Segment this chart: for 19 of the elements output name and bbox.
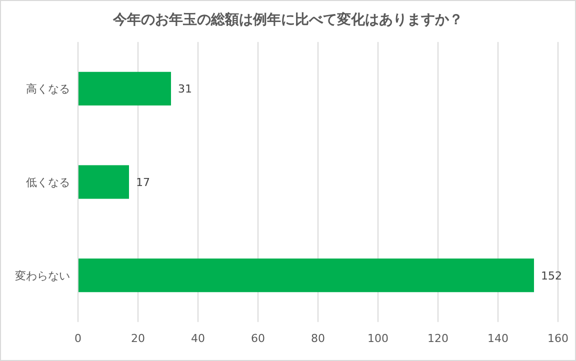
data-label: 31 (178, 82, 192, 96)
x-tick-label: 60 (251, 332, 265, 345)
data-label: 152 (541, 269, 562, 282)
x-tick-label: 140 (488, 332, 508, 345)
chart-title: 今年のお年玉の総額は例年に比べて変化はありますか？ (112, 11, 463, 28)
data-label: 17 (136, 176, 150, 189)
x-tick-label: 20 (131, 332, 145, 345)
y-tick-label: 低くなる (26, 176, 70, 189)
bar (78, 165, 129, 199)
bar (78, 72, 171, 106)
y-tick-label: 高くなる (26, 82, 70, 96)
x-tick-label: 160 (548, 332, 568, 345)
x-tick-label: 120 (428, 332, 448, 345)
bar (78, 258, 534, 292)
x-tick-label: 100 (368, 332, 388, 345)
x-tick-label: 40 (191, 332, 205, 345)
y-tick-label: 変わらない (15, 269, 70, 282)
x-tick-label: 0 (74, 332, 82, 345)
x-tick-label: 80 (311, 332, 325, 345)
